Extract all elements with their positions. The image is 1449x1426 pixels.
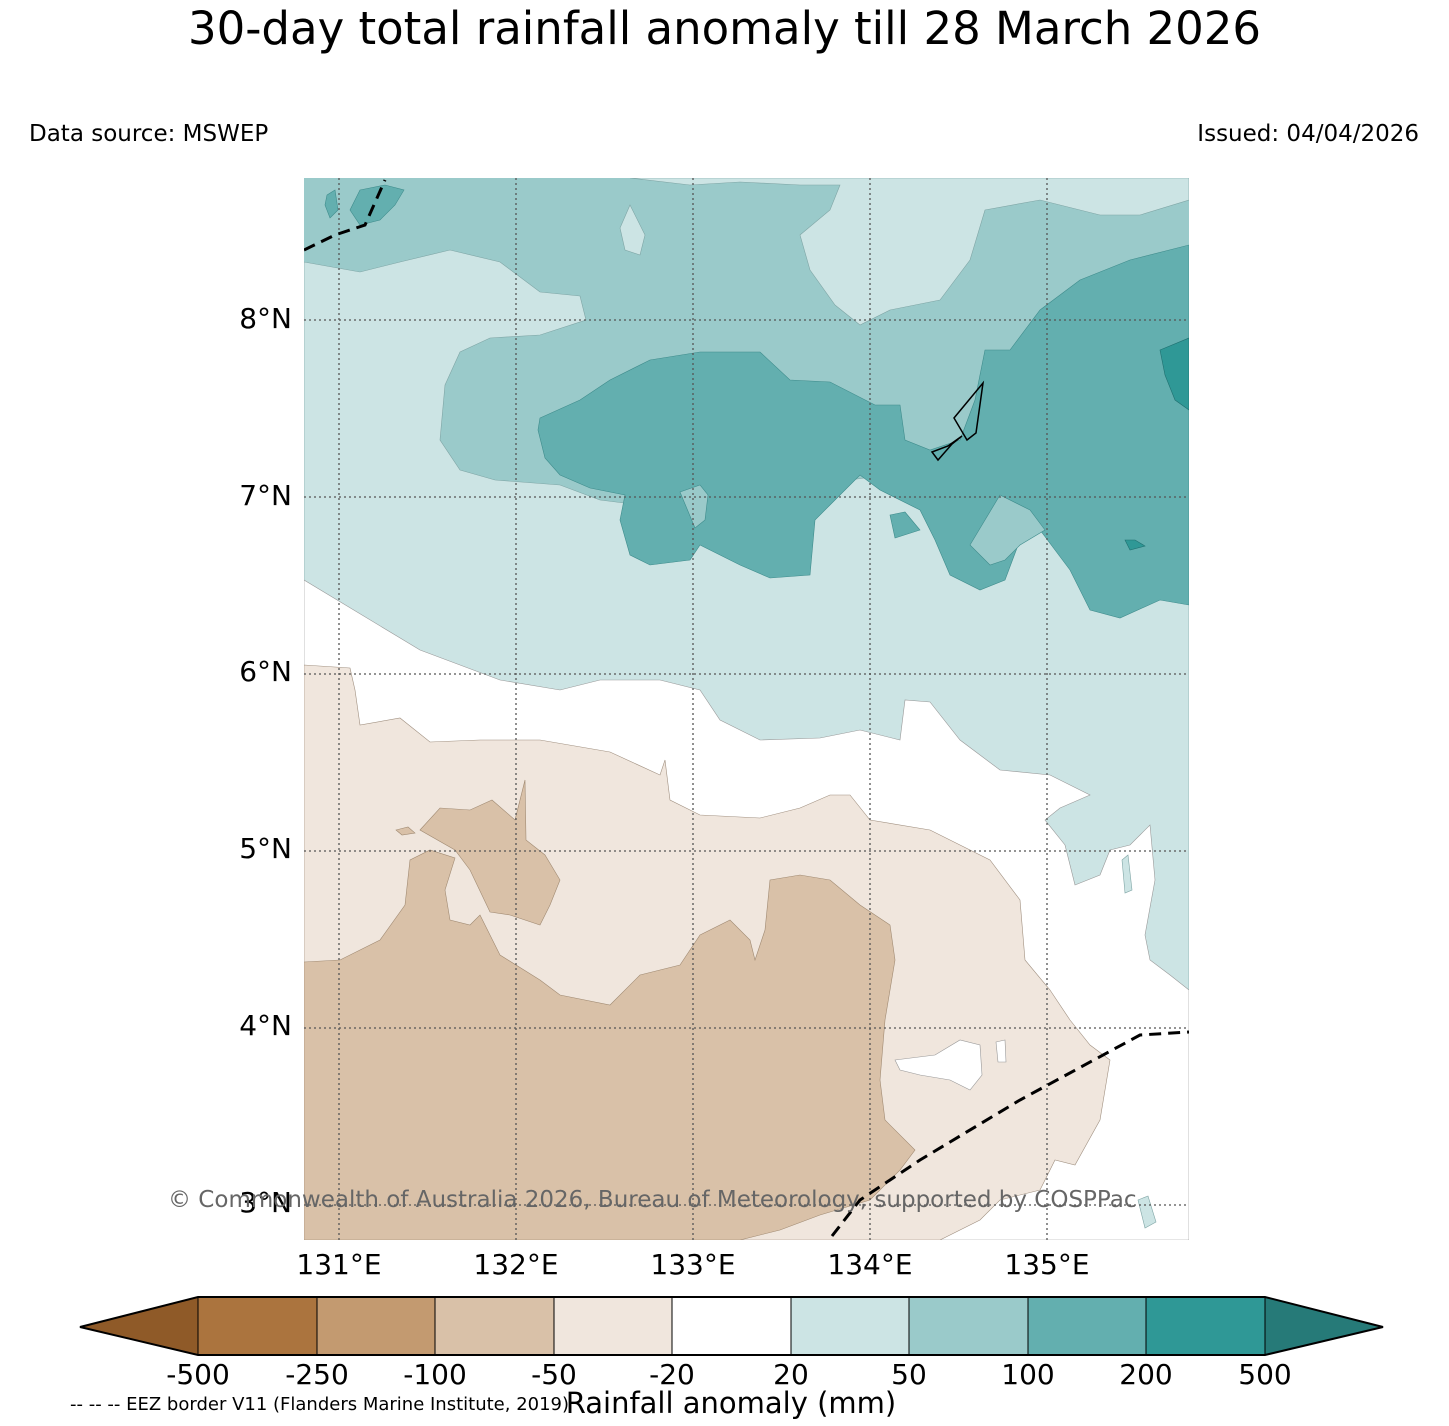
- band-normal-islet-small: [995, 1039, 1007, 1063]
- data-source: Data source: MSWEP: [29, 121, 269, 147]
- colorbar-label: 50: [891, 1358, 927, 1391]
- band-minus50-minus100: [304, 849, 916, 1240]
- colorbar-label: -50: [531, 1358, 577, 1391]
- lat-label-7n: 7°N: [239, 479, 292, 512]
- band-50-100-hole-east: [969, 494, 1046, 566]
- colorbar-label: 100: [1001, 1358, 1055, 1391]
- band-50-100-hole: [679, 484, 709, 529]
- island-outline: [930, 380, 985, 462]
- lat-label-5n: 5°N: [239, 832, 292, 865]
- band-minus50-minus100-islet: [395, 826, 416, 836]
- colorbar-label: 200: [1119, 1358, 1173, 1391]
- lat-label-8n: 8°N: [239, 302, 292, 335]
- map-title: 30-day total rainfall anomaly till 28 Ma…: [187, 2, 1262, 55]
- colorbar-label: -100: [403, 1358, 467, 1391]
- colorbar-label: -250: [285, 1358, 349, 1391]
- band-20-50-islet-east: [1121, 854, 1133, 894]
- colorbar-segment: [554, 1297, 672, 1355]
- lat-label-4n: 4°N: [239, 1009, 292, 1042]
- band-20-50-islet: [619, 204, 646, 256]
- graticule: [304, 178, 1189, 1240]
- colorbar: [79, 1296, 1384, 1356]
- lon-label-132e: 132°E: [473, 1248, 559, 1281]
- colorbar-segment: [1146, 1297, 1265, 1355]
- lat-label-3n: 3°N: [239, 1186, 292, 1219]
- colorbar-segment: [791, 1297, 909, 1355]
- lon-label-134e: 134°E: [827, 1248, 913, 1281]
- colorbar-segment: [435, 1297, 554, 1355]
- band-100-200-nw: [349, 184, 405, 226]
- colorbar-label: -500: [166, 1358, 230, 1391]
- band-minus50-minus100-north: [419, 779, 561, 926]
- lon-label-131e: 131°E: [296, 1248, 382, 1281]
- band-100-200-nw-islet: [324, 189, 339, 219]
- colorbar-max-extend: [1265, 1297, 1383, 1355]
- band-200-500-islet: [1124, 539, 1146, 551]
- colorbar-segment: [1028, 1297, 1146, 1355]
- eez-border: [304, 179, 1189, 1237]
- colorbar-label: 20: [773, 1358, 809, 1391]
- lat-label-6n: 6°N: [239, 655, 292, 688]
- band-20-50-north: [629, 178, 1189, 326]
- lon-label-133e: 133°E: [650, 1248, 736, 1281]
- colorbar-segment: [317, 1297, 435, 1355]
- colorbar-label: 500: [1238, 1358, 1292, 1391]
- colorbar-segment: [672, 1297, 791, 1355]
- issued-date: Issued: 04/04/2026: [1197, 121, 1419, 147]
- band-20-50-islet-south: [1137, 1195, 1157, 1229]
- colorbar-label: -20: [649, 1358, 695, 1391]
- band-200-500: [1159, 337, 1189, 411]
- colorbar-segment: [909, 1297, 1028, 1355]
- band-normal-islet: [894, 1039, 983, 1091]
- colorbar-title: Rainfall anomaly (mm): [565, 1386, 897, 1420]
- map-panel: [304, 178, 1189, 1240]
- band-100-200-patch: [889, 511, 921, 539]
- lon-label-135e: 135°E: [1004, 1248, 1090, 1281]
- eez-legend-note: -- -- -- EEZ border V11 (Flanders Marine…: [70, 1394, 570, 1415]
- copyright-notice: © Commonwealth of Australia 2026, Bureau…: [168, 1187, 1137, 1213]
- colorbar-min-extend: [80, 1297, 198, 1355]
- colorbar-segment: [198, 1297, 317, 1355]
